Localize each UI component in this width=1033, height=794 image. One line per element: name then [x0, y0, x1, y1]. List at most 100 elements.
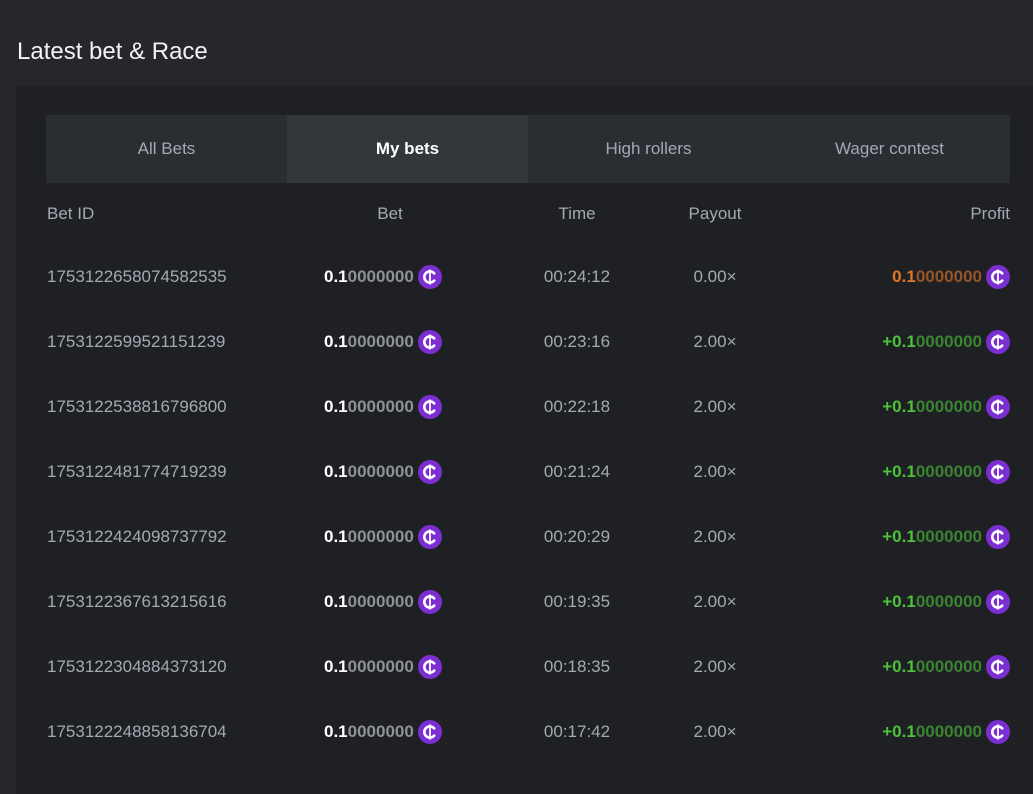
payout: 2.00× [654, 590, 776, 614]
bet-id: 1753122599521151239 [47, 330, 287, 354]
payout: 2.00× [654, 525, 776, 549]
profit-amount: +0.10000000 [780, 330, 1010, 354]
bet-time: 00:22:18 [500, 395, 654, 419]
coin-icon [986, 265, 1010, 289]
payout: 2.00× [654, 395, 776, 419]
profit-trail: 0000000 [916, 265, 982, 289]
coin-icon [986, 655, 1010, 679]
amount-lead: 0.1 [324, 460, 348, 484]
profit-lead: +0.1 [882, 525, 916, 549]
tab[interactable]: High rollers [528, 115, 769, 183]
bet-amount: 0.10000000 [290, 525, 490, 549]
bet-time: 00:19:35 [500, 590, 654, 614]
amount-lead: 0.1 [324, 720, 348, 744]
amount-trail: 0000000 [348, 655, 414, 679]
profit-header: Profit [780, 204, 1010, 224]
amount-trail: 0000000 [348, 265, 414, 289]
profit-lead: 0.1 [892, 265, 916, 289]
profit-lead: +0.1 [882, 330, 916, 354]
bet-id: 1753122304884373120 [47, 655, 287, 679]
profit-lead: +0.1 [882, 590, 916, 614]
coin-icon [986, 720, 1010, 744]
coin-icon [986, 590, 1010, 614]
bet-id: 1753122367613215616 [47, 590, 287, 614]
bet-time: 00:18:35 [500, 655, 654, 679]
tab[interactable]: Wager contest [769, 115, 1010, 183]
coin-icon [418, 720, 442, 744]
profit-amount: +0.10000000 [780, 525, 1010, 549]
amount-trail: 0000000 [348, 460, 414, 484]
bet-id: 1753122424098737792 [47, 525, 287, 549]
coin-icon [986, 460, 1010, 484]
bet-id: 1753122658074582535 [47, 265, 287, 289]
coin-icon [418, 395, 442, 419]
profit-amount: +0.10000000 [780, 460, 1010, 484]
coin-icon [418, 265, 442, 289]
payout: 2.00× [654, 330, 776, 354]
profit-amount: +0.10000000 [780, 590, 1010, 614]
profit-amount: +0.10000000 [780, 720, 1010, 744]
profit-amount: +0.10000000 [780, 655, 1010, 679]
tab[interactable]: All Bets [46, 115, 287, 183]
amount-lead: 0.1 [324, 655, 348, 679]
payout: 2.00× [654, 720, 776, 744]
coin-icon [986, 525, 1010, 549]
coin-icon [418, 460, 442, 484]
bet-id: 1753122538816796800 [47, 395, 287, 419]
bet-amount: 0.10000000 [290, 655, 490, 679]
amount-trail: 0000000 [348, 720, 414, 744]
coin-icon [986, 395, 1010, 419]
bet-header: Bet [290, 204, 490, 224]
bet-amount: 0.10000000 [290, 720, 490, 744]
time-header: Time [500, 204, 654, 224]
bet-amount: 0.10000000 [290, 590, 490, 614]
profit-trail: 0000000 [916, 395, 982, 419]
profit-trail: 0000000 [916, 590, 982, 614]
payout: 0.00× [654, 265, 776, 289]
amount-lead: 0.1 [324, 265, 348, 289]
bet-amount: 0.10000000 [290, 395, 490, 419]
coin-icon [418, 330, 442, 354]
coin-icon [418, 655, 442, 679]
bet-time: 00:21:24 [500, 460, 654, 484]
bet-id: 1753122248858136704 [47, 720, 287, 744]
amount-trail: 0000000 [348, 525, 414, 549]
tab[interactable]: My bets [287, 115, 528, 183]
profit-lead: +0.1 [882, 460, 916, 484]
profit-trail: 0000000 [916, 330, 982, 354]
payout: 2.00× [654, 655, 776, 679]
payout-header: Payout [654, 204, 776, 224]
bet-amount: 0.10000000 [290, 460, 490, 484]
profit-trail: 0000000 [916, 720, 982, 744]
profit-amount: 0.10000000 [780, 265, 1010, 289]
amount-lead: 0.1 [324, 395, 348, 419]
profit-trail: 0000000 [916, 655, 982, 679]
bet-time: 00:23:16 [500, 330, 654, 354]
bet-amount: 0.10000000 [290, 265, 490, 289]
profit-lead: +0.1 [882, 720, 916, 744]
bet-id-header: Bet ID [47, 204, 287, 224]
profit-lead: +0.1 [882, 395, 916, 419]
coin-icon [986, 330, 1010, 354]
amount-lead: 0.1 [324, 590, 348, 614]
amount-trail: 0000000 [348, 590, 414, 614]
tab-bar: All BetsMy betsHigh rollersWager contest [46, 115, 1010, 183]
profit-lead: +0.1 [882, 655, 916, 679]
bet-time: 00:24:12 [500, 265, 654, 289]
profit-amount: +0.10000000 [780, 395, 1010, 419]
bet-amount: 0.10000000 [290, 330, 490, 354]
amount-lead: 0.1 [324, 330, 348, 354]
profit-trail: 0000000 [916, 460, 982, 484]
profit-trail: 0000000 [916, 525, 982, 549]
amount-trail: 0000000 [348, 395, 414, 419]
bet-time: 00:20:29 [500, 525, 654, 549]
payout: 2.00× [654, 460, 776, 484]
section-title: Latest bet & Race [17, 38, 208, 66]
amount-lead: 0.1 [324, 525, 348, 549]
panel [16, 86, 1033, 794]
bet-time: 00:17:42 [500, 720, 654, 744]
bet-id: 1753122481774719239 [47, 460, 287, 484]
coin-icon [418, 590, 442, 614]
